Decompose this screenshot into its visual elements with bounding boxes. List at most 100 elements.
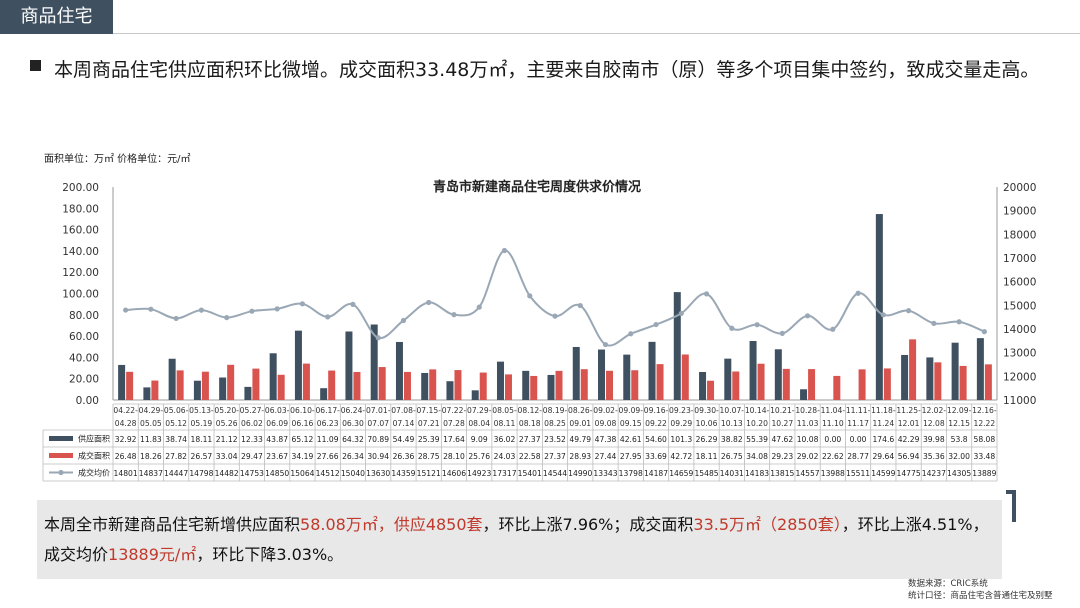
deal-data-label: 33.69 — [645, 452, 667, 461]
x-tick-label: 06.16 — [292, 419, 314, 428]
deal-data-label: 22.58 — [519, 452, 541, 461]
x-tick-label: 06.23 — [317, 419, 339, 428]
x-tick-label: 06.09 — [266, 419, 288, 428]
summary-box — [37, 500, 1002, 579]
x-tick-label: 09.08 — [595, 419, 617, 428]
price-data-label: 13889 — [972, 469, 996, 478]
header-tab: 商品住宅 — [0, 0, 113, 34]
x-tick-label: 06.30 — [342, 419, 364, 428]
bullet-square-icon — [30, 60, 41, 71]
price-data-label: 14183 — [745, 469, 769, 478]
x-tick-label: 11.24 — [872, 419, 894, 428]
supply-data-label: 11.83 — [140, 435, 162, 444]
y-left-tick-label: 180.00 — [62, 203, 99, 215]
supply-data-label: 54.60 — [645, 435, 667, 444]
supply-bar — [168, 358, 176, 400]
x-tick-label: 07.21 — [418, 419, 440, 428]
deal-bar — [227, 364, 235, 400]
x-tick-label: 05.26 — [216, 419, 238, 428]
deal-data-label: 22.62 — [822, 452, 844, 461]
price-line — [125, 249, 985, 347]
x-tick-label: 12.08 — [923, 419, 945, 428]
y-right-tick-label: 15000 — [1003, 300, 1036, 312]
supply-bar — [345, 331, 353, 400]
x-tick-label: 05.19 — [191, 419, 213, 428]
intro-text: 本周商品住宅供应面积环比微增。成交面积33.48万㎡，主要来自胶南市（原）等多个… — [54, 59, 1040, 81]
supply-bar — [269, 353, 277, 400]
deal-bar — [176, 370, 184, 400]
price-data-label: 13343 — [593, 469, 617, 478]
price-data-label: 14775 — [897, 469, 921, 478]
deal-bar — [302, 363, 310, 400]
deal-data-label: 27.44 — [595, 452, 617, 461]
deal-data-label: 34.08 — [746, 452, 768, 461]
supply-bar — [648, 341, 656, 400]
deal-bar — [909, 339, 917, 400]
y-left-tick-label: 200.00 — [62, 182, 99, 194]
price-point — [703, 291, 710, 297]
supply-bar — [496, 361, 504, 400]
x-tick-label: 06.24- — [341, 406, 366, 415]
x-tick-label: 05.20- — [214, 406, 239, 415]
x-tick-label: 11.18- — [871, 406, 896, 415]
y-right-tick-label: 17000 — [1003, 253, 1036, 265]
supply-bar — [623, 354, 631, 400]
price-point — [148, 306, 154, 312]
supply-data-label: 17.64 — [443, 435, 465, 444]
supply-data-label: 38.74 — [165, 435, 187, 444]
y-left-tick-label: 140.00 — [62, 246, 99, 258]
supply-bar — [951, 342, 959, 400]
price-data-label: 13630 — [366, 469, 390, 478]
x-tick-label: 12.16- — [972, 406, 997, 415]
x-tick-label: 06.03- — [265, 406, 290, 415]
x-tick-label: 09.16- — [644, 406, 669, 415]
supply-data-label: 11.09 — [317, 435, 339, 444]
deal-data-label: 27.37 — [544, 452, 566, 461]
price-point — [628, 331, 634, 337]
y-right-tick-label: 16000 — [1003, 277, 1036, 289]
y-right-tick-label: 14000 — [1003, 324, 1036, 336]
x-tick-label: 10.13 — [721, 419, 743, 428]
supply-data-label: 42.29 — [898, 435, 920, 444]
price-point — [224, 314, 230, 321]
x-tick-label: 11.25- — [896, 406, 921, 415]
deal-bar — [707, 380, 715, 400]
deal-bar — [959, 365, 967, 400]
x-tick-label: 08.18 — [519, 419, 541, 428]
x-tick-label: 10.27 — [771, 419, 793, 428]
supply-bar — [395, 341, 403, 400]
x-tick-label: 10.14- — [745, 406, 770, 415]
deal-data-label: 33.04 — [216, 452, 238, 461]
x-tick-label: 12.01 — [898, 419, 920, 428]
chart-title: 青岛市新建商品住宅周度供求价情况 — [433, 179, 641, 195]
price-data-label: 14237 — [922, 469, 946, 478]
x-tick-label: 12.02- — [922, 406, 947, 415]
supply-bar — [926, 357, 934, 400]
supply-bar — [522, 370, 530, 400]
summary-text: 本周全市新建商品住宅新增供应面积58.08万㎡，供应4850套，环比上涨7.96… — [44, 510, 994, 570]
supply-data-label: 70.89 — [367, 435, 389, 444]
price-point — [880, 312, 886, 318]
x-tick-label: 07.28 — [443, 419, 465, 428]
supply-data-label: 65.12 — [292, 435, 314, 444]
price-point — [804, 313, 811, 319]
deal-data-label: 28.77 — [847, 452, 869, 461]
summary-part-1: 本周全市新建商品住宅新增供应面积 — [44, 515, 301, 534]
price-point — [602, 341, 609, 348]
price-point — [956, 319, 962, 325]
price-point — [552, 313, 558, 319]
x-tick-label: 10.07- — [720, 406, 745, 415]
deal-bar — [201, 371, 209, 400]
x-tick-label: 09.22 — [645, 419, 667, 428]
supply-data-label: 49.79 — [569, 435, 591, 444]
price-data-label: 17317 — [492, 469, 516, 478]
deal-data-label: 26.57 — [191, 452, 213, 461]
price-point — [400, 317, 407, 324]
supply-bar — [294, 330, 302, 400]
supply-data-label: 101.3 — [670, 435, 692, 444]
supply-bar — [598, 349, 606, 400]
units-label: 面积单位：万㎡ 价格单位：元/㎡ — [44, 154, 191, 165]
price-data-label: 14544 — [543, 469, 567, 478]
price-point — [274, 306, 280, 312]
price-data-label: 15064 — [290, 469, 314, 478]
